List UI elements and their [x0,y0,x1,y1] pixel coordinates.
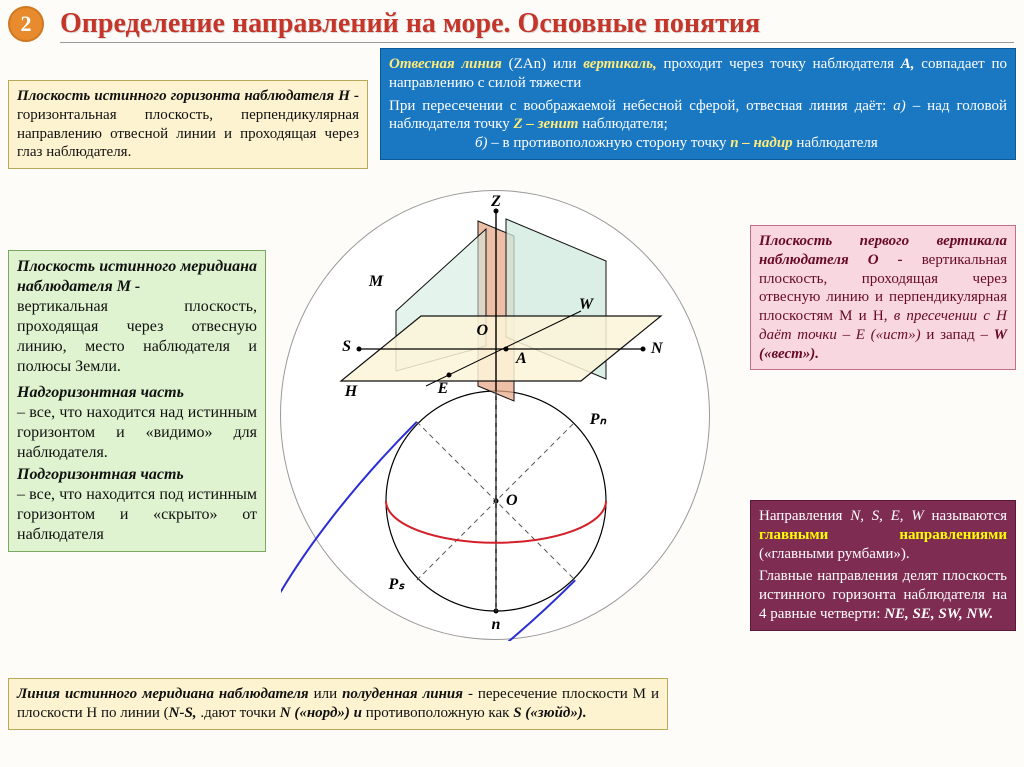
txt: E, [891,508,904,524]
txt: NE, SE, SW, NW. [884,606,993,622]
txt: S («зюйд»). [513,705,586,721]
svg-text:H: H [344,383,358,400]
txt: .дают точки [200,705,276,721]
txt: N («норд») и [280,705,362,721]
txt: противоположную как [366,705,510,721]
txt: вертикаль, [583,56,657,72]
section-badge: 2 [8,6,44,42]
txt: n – надир [730,135,792,151]
txt: и запад – [926,327,988,343]
svg-text:N: N [650,340,664,357]
diagram-svg: Zn S N E W M H O A O Pₙ Pₛ [281,191,711,641]
txt: проходит через точку наблюдателя [663,56,894,72]
yellow-horizon-box: Плоскость истинного горизонта наблюдател… [8,80,368,169]
txt: главными направлениями [759,527,1007,543]
txt: – все, что находится под истинным горизо… [17,486,257,543]
celestial-diagram: Zn S N E W M H O A O Pₙ Pₛ [280,190,710,640]
svg-text:n: n [492,616,501,633]
txt: (ZAn) [509,56,547,72]
svg-text:S: S [342,338,351,355]
txt: S, [872,508,883,524]
txt: полуденная линия [342,686,463,702]
txt: – все, что находится над истинным горизо… [17,404,257,461]
txt: наблюдателя [796,135,877,151]
txt: б) [475,135,488,151]
txt: При пересечении с воображаемой небесной … [389,98,886,114]
svg-text:W: W [579,296,595,313]
blue-definition-box: Отвесная линия (ZAn) или вертикаль, прох… [380,48,1016,160]
svg-text:M: M [368,273,384,290]
txt: Плоскость истинного меридиана наблюдател… [17,258,257,295]
svg-text:O: O [476,322,488,339]
txt: («главными румбами»). [759,546,910,562]
txt: N-S, [169,705,197,721]
purple-directions-box: Направления N, S, E, W называются главны… [750,500,1016,631]
svg-text:A: A [515,350,527,367]
txt: Подгоризонтная часть [17,466,184,483]
txt: Надгоризонтная часть [17,384,184,401]
txt: или [314,686,338,702]
txt: – в противоположную сторону точку [491,135,726,151]
txt: а) [893,98,906,114]
txt: вертикальная плоскость, проходящая через… [17,298,257,375]
txt: А, [901,56,915,72]
txt: W [911,508,924,524]
green-meridian-box: Плоскость истинного меридиана наблюдател… [8,250,266,552]
txt: называются [932,508,1008,524]
page-title: Определение направлений на море. Основны… [60,8,1014,43]
txt: Отвесная линия [389,56,502,72]
txt: Направления [759,508,842,524]
txt: Линия истинного меридиана наблюдателя [17,686,309,702]
txt: наблюдателя; [582,116,668,132]
svg-text:Pₙ: Pₙ [589,411,607,428]
txt: N, [850,508,864,524]
txt: горизонтальная плоскость, перпендикулярн… [17,107,359,161]
svg-text:Pₛ: Pₛ [387,576,405,593]
txt: Z – зенит [513,116,578,132]
svg-text:E: E [437,380,449,397]
pink-vertical-box: Плоскость первого вертикала наблюдателя … [750,225,1016,370]
txt: или [553,56,577,72]
bottom-meridian-line-box: Линия истинного меридиана наблюдателя ил… [8,678,668,730]
svg-text:O: O [506,492,518,509]
txt: Плоскость истинного горизонта наблюдател… [17,88,359,104]
svg-text:Z: Z [490,193,501,210]
